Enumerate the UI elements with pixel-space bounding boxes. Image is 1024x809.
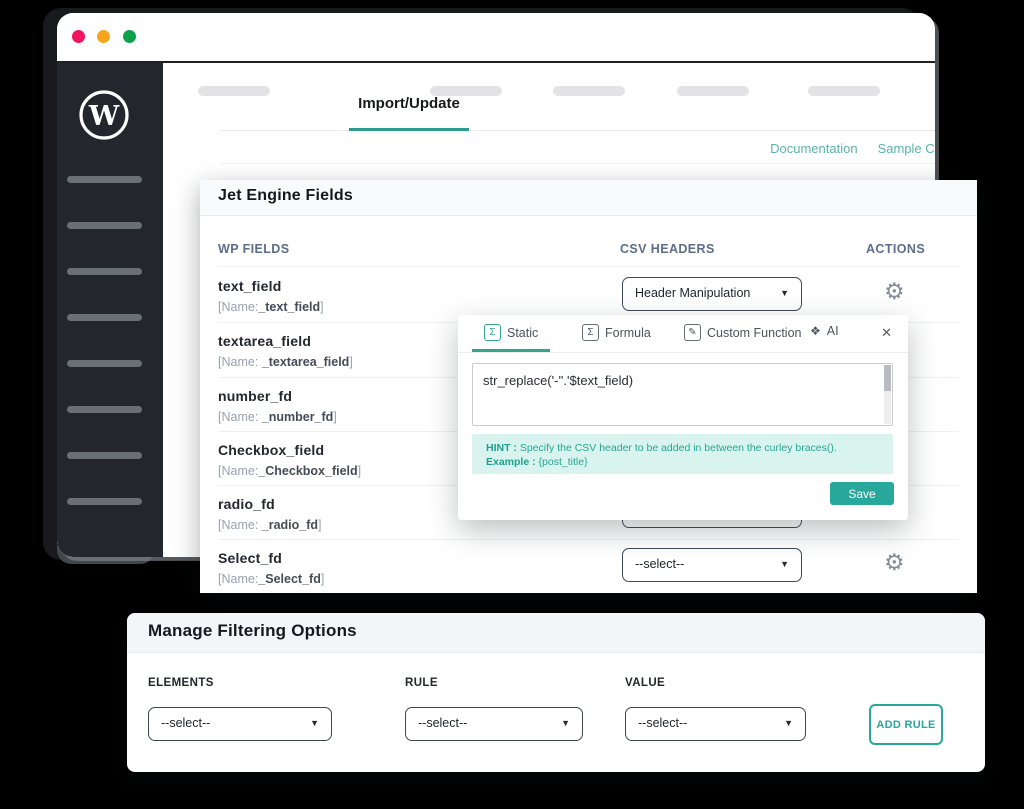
elements-label: ELEMENTS [148, 677, 214, 689]
browser-topbar [57, 13, 935, 63]
field-name: [Name:_text_field] [218, 300, 324, 314]
documentation-link[interactable]: Documentation [770, 141, 858, 156]
gear-icon[interactable]: ⚙ [884, 549, 905, 575]
tab-label: Custom Function [707, 325, 802, 340]
sidebar-menu-placeholder [67, 360, 142, 367]
maximize-window-dot[interactable] [123, 30, 136, 43]
manage-filtering-panel: Manage Filtering Options ELEMENTS RULE V… [127, 613, 985, 772]
hint-text: Specify the CSV header to be added in be… [519, 442, 837, 454]
dropdown-value: --select-- [635, 557, 685, 571]
sparkle-icon: ❖ [810, 324, 821, 338]
code-text: str_replace('-''.'$text_field) [483, 373, 634, 388]
active-popup-tab-underline [472, 349, 550, 352]
chevron-down-icon: ▼ [780, 559, 789, 569]
csv-header-dropdown-select-fd[interactable]: --select-- ▼ [622, 548, 802, 582]
tab-ai[interactable]: ❖ AI [810, 324, 839, 338]
tab-placeholder [198, 86, 270, 96]
content-divider [220, 163, 935, 164]
example-text: {post_title} [538, 456, 588, 468]
field-name: [Name:_Checkbox_field] [218, 464, 362, 478]
chevron-down-icon: ▼ [780, 288, 789, 298]
tab-label: AI [826, 324, 839, 338]
csv-header-dropdown-text-field[interactable]: Header Manipulation ▼ [622, 277, 802, 311]
minimize-window-dot[interactable] [97, 30, 110, 43]
field-title: textarea_field [218, 333, 312, 349]
field-title: Select_fd [218, 550, 283, 566]
rule-label: RULE [405, 677, 438, 689]
value-dropdown[interactable]: --select-- ▼ [625, 707, 806, 741]
field-title: radio_fd [218, 496, 275, 512]
tab-placeholder [677, 86, 749, 96]
tab-custom-function[interactable]: ✎ Custom Function [684, 324, 801, 341]
add-rule-button[interactable]: ADD RULE [869, 704, 943, 745]
dropdown-value: Header Manipulation [635, 286, 751, 300]
sidebar-menu-placeholder [67, 406, 142, 413]
column-header-csv-headers: CSV HEADERS [620, 242, 715, 256]
wordpress-logo-icon: W [77, 88, 131, 142]
chevron-down-icon: ▼ [784, 718, 793, 728]
dropdown-value: --select-- [418, 716, 468, 730]
tab-placeholder [553, 86, 625, 96]
sidebar-menu-placeholder [67, 176, 142, 183]
column-header-actions: ACTIONS [866, 242, 926, 256]
tab-label: Static [507, 325, 539, 340]
sigma-icon: Σ [484, 324, 501, 341]
scrollbar[interactable] [884, 365, 891, 424]
field-name: [Name: _number_fd] [218, 410, 337, 424]
active-tab-underline [349, 128, 469, 131]
tabs-divider [220, 130, 935, 131]
example-label: Example : [486, 456, 536, 468]
panel-title: Jet Engine Fields [218, 187, 353, 204]
scrollbar-thumb[interactable] [884, 365, 891, 391]
tab-label: Formula [605, 325, 651, 340]
hint-box: HINT : Specify the CSV header to be adde… [472, 434, 893, 474]
tab-placeholder [808, 86, 880, 96]
row-divider [218, 539, 959, 540]
chevron-down-icon: ▼ [310, 718, 319, 728]
sidebar-menu-placeholder [67, 268, 142, 275]
close-icon[interactable]: ✕ [881, 325, 892, 340]
field-title: number_fd [218, 388, 293, 404]
wp-admin-sidebar: W [57, 63, 163, 557]
svg-text:W: W [88, 101, 120, 132]
dropdown-value: --select-- [161, 716, 211, 730]
gear-icon[interactable]: ⚙ [884, 278, 905, 304]
field-name: [Name: _radio_fd] [218, 518, 322, 532]
help-links: Documentation Sample CSV [632, 141, 935, 156]
panel-header: Manage Filtering Options [127, 613, 985, 653]
code-editor[interactable]: str_replace('-''.'$text_field) [472, 363, 893, 426]
edit-pencil-icon: ✎ [684, 324, 701, 341]
tab-static[interactable]: Σ Static [484, 324, 538, 341]
sidebar-menu-placeholder [67, 222, 142, 229]
field-name: [Name: _textarea_field] [218, 355, 353, 369]
dropdown-value: --select-- [638, 716, 688, 730]
field-name: [Name:_Select_fd] [218, 572, 325, 586]
sigma-icon: Σ [582, 324, 599, 341]
value-label: VALUE [625, 677, 666, 689]
elements-dropdown[interactable]: --select-- ▼ [148, 707, 332, 741]
row-divider [218, 266, 959, 267]
header-manipulation-popup: Σ Static Σ Formula ✎ Custom Function ❖ A… [458, 315, 908, 520]
hint-label: HINT : [486, 442, 517, 454]
sidebar-menu-placeholder [67, 452, 142, 459]
rule-dropdown[interactable]: --select-- ▼ [405, 707, 583, 741]
sample-csv-link[interactable]: Sample CSV [877, 141, 935, 156]
tab-placeholder [430, 86, 502, 96]
column-header-wp-fields: WP FIELDS [218, 242, 290, 256]
save-button[interactable]: Save [830, 482, 894, 505]
tab-import-update[interactable]: Import/Update [358, 95, 460, 112]
chevron-down-icon: ▼ [561, 718, 570, 728]
sidebar-menu-placeholder [67, 314, 142, 321]
field-title: text_field [218, 278, 282, 294]
close-window-dot[interactable] [72, 30, 85, 43]
panel-title: Manage Filtering Options [148, 621, 357, 640]
popup-tabbar: Σ Static Σ Formula ✎ Custom Function ❖ A… [458, 315, 908, 353]
sidebar-menu-placeholder [67, 498, 142, 505]
field-title: Checkbox_field [218, 442, 325, 458]
tab-formula[interactable]: Σ Formula [582, 324, 651, 341]
panel-header: Jet Engine Fields [200, 180, 977, 216]
